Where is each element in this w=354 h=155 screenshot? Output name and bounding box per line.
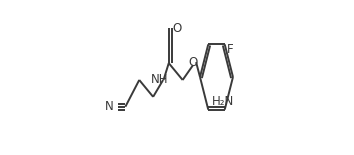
Text: NH: NH: [151, 73, 169, 86]
Text: O: O: [172, 22, 182, 35]
Text: F: F: [227, 43, 234, 56]
Text: N: N: [105, 100, 114, 113]
Text: H₂N: H₂N: [212, 95, 234, 108]
Text: O: O: [188, 56, 198, 69]
